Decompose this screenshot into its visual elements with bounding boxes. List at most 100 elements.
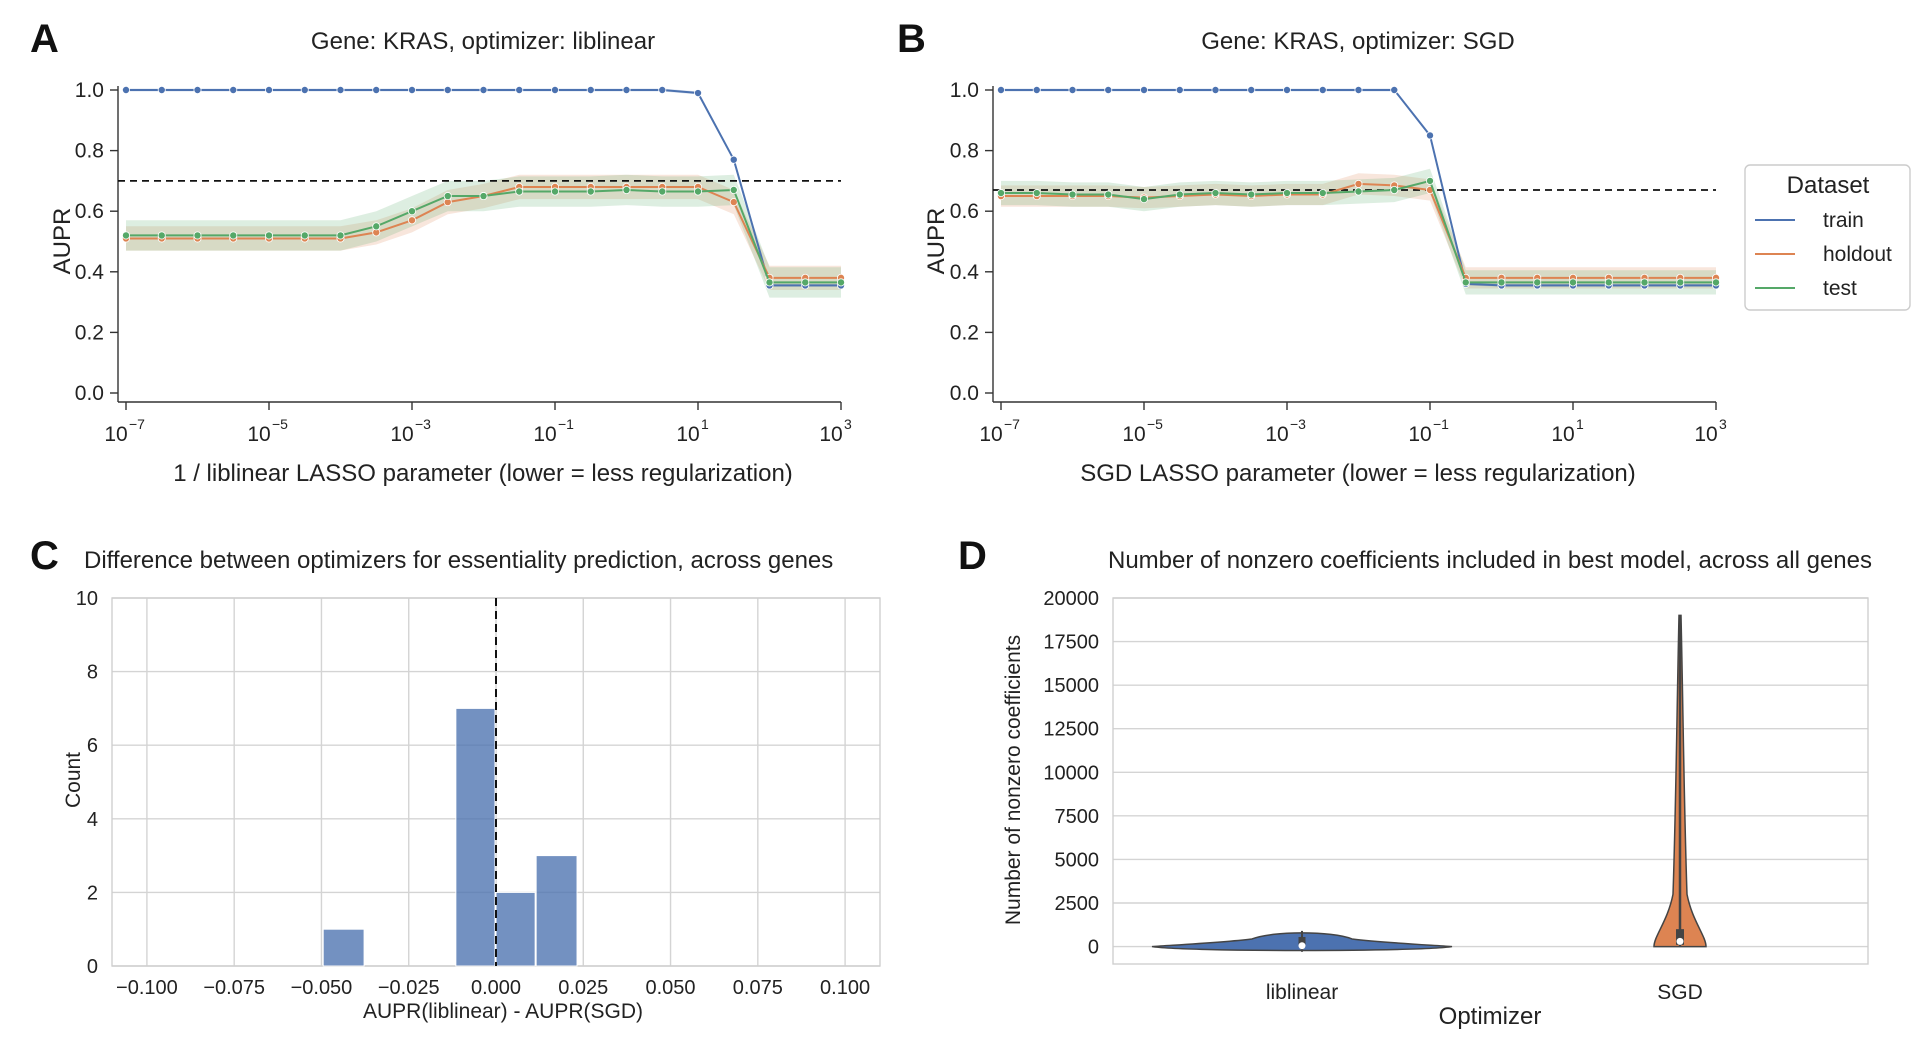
data-point-train [479,86,488,95]
data-point-train [157,86,166,95]
band-test [1001,168,1716,295]
x-tick-label: liblinear [1266,981,1338,1004]
data-point-test [694,187,703,196]
data-point-train [622,86,631,95]
data-point-test [1318,189,1327,198]
x-tick-label-base: 10 [1265,423,1288,446]
data-point-test [765,278,774,287]
data-point-test [586,187,595,196]
x-tick-label: 0.050 [646,977,696,999]
data-point-train [1104,86,1113,95]
data-point-test [997,189,1006,198]
data-point-train [264,86,273,95]
x-tick-label: −0.100 [116,977,178,999]
y-tick-label: 17500 [1043,632,1099,654]
data-point-test [1390,185,1399,194]
x-tick-label: −0.075 [203,977,265,999]
x-tick-label-exponent: −5 [1147,416,1163,432]
data-point-train [372,86,381,95]
plot-area [1113,598,1868,964]
data-point-test [1604,278,1613,287]
x-tick-label: 0.000 [471,977,521,999]
y-tick-label: 0.2 [950,321,979,344]
y-tick-label: 1.0 [75,79,104,102]
data-point-test [443,192,452,201]
x-tick-label-base: 10 [1122,423,1145,446]
data-point-train [1390,86,1399,95]
data-point-test [1104,190,1113,199]
data-point-test [122,231,131,240]
data-point-test [372,222,381,231]
y-tick-label: 1.0 [950,79,979,102]
histogram-bar [535,855,578,967]
data-point-test [801,278,810,287]
data-point-test [1140,195,1149,204]
plot-frame [1112,597,1869,965]
y-tick-label: 0 [87,956,98,978]
y-tick-label: 6 [87,735,98,757]
y-tick-label: 0.8 [950,140,979,163]
data-point-test [1497,278,1506,287]
data-point-train [193,86,202,95]
y-tick-label: 12500 [1043,719,1099,741]
y-tick-label: 0.4 [75,261,105,284]
data-point-train [1032,86,1041,95]
data-point-test [551,187,560,196]
y-tick-label: 0.6 [950,200,979,223]
legend-label-train: train [1823,209,1864,232]
y-tick-label: 20000 [1043,588,1099,610]
data-point-train [1283,86,1292,95]
y-tick-label: 5000 [1055,849,1100,871]
data-point-train [515,86,524,95]
data-point-train [1318,86,1327,95]
y-tick-label: 4 [87,809,98,831]
x-tick-label-base: 10 [247,423,270,446]
violin-median-sgd [1676,937,1684,945]
x-tick-label-exponent: 1 [701,416,709,432]
data-point-train [586,86,595,95]
x-tick-label-base: 10 [533,423,556,446]
y-tick-label: 0.8 [75,140,104,163]
data-point-test [658,187,667,196]
data-point-train [336,86,345,95]
x-tick-label-base: 10 [1408,423,1431,446]
x-tick-label-exponent: −1 [1433,416,1449,432]
x-tick-label-base: 10 [979,423,1002,446]
data-point-train [1175,86,1184,95]
y-tick-label: 0 [1088,937,1099,959]
data-point-test [1712,278,1721,287]
panel-b-title: Gene: KRAS, optimizer: SGD [1201,28,1514,55]
data-point-test [264,231,273,240]
panel-a-xlabel: 1 / liblinear LASSO parameter (lower = l… [173,460,793,487]
data-point-test [1211,189,1220,198]
legend-label-test: test [1823,277,1857,300]
band-test [126,174,841,298]
data-point-train [694,89,703,98]
x-tick-label-exponent: −3 [1290,416,1306,432]
panel-a: A Gene: KRAS, optimizer: liblinear 1 / l… [30,17,852,487]
data-point-test [1354,187,1363,196]
panel-letter-a: A [30,17,59,61]
x-tick-label-base: 10 [390,423,413,446]
data-point-test [729,185,738,194]
data-point-train [122,86,131,95]
data-point-holdout [1354,179,1363,188]
data-point-test [1461,278,1470,287]
data-point-train [229,86,238,95]
x-tick-label: 0.100 [820,977,870,999]
x-tick-label: SGD [1657,981,1703,1004]
y-tick-label: 0.4 [950,261,980,284]
data-point-test [1569,278,1578,287]
legend-title: Dataset [1787,172,1870,199]
data-point-train [1211,86,1220,95]
data-point-test [837,278,846,287]
y-tick-label: 0.0 [75,382,104,405]
histogram-bar [322,928,365,967]
y-tick-label: 2 [87,882,98,904]
x-tick-label-exponent: 3 [844,416,852,432]
y-tick-label: 2500 [1055,893,1100,915]
histogram-bar [495,891,536,967]
data-point-test [1283,189,1292,198]
legend-label-holdout: holdout [1823,243,1892,266]
